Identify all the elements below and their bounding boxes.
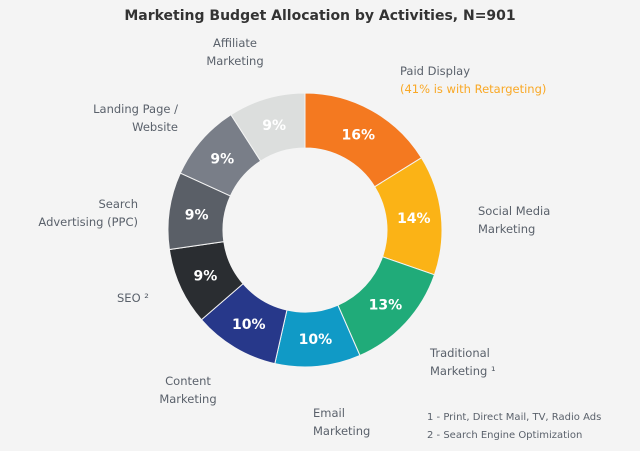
slice-value-label: 13%: [369, 297, 403, 313]
slice-value-label: 9%: [210, 151, 234, 167]
footnote-2: 2 - Search Engine Optimization: [427, 430, 583, 441]
label-email: Email Marketing: [313, 406, 371, 438]
label-search-ads: Search Advertising (PPC): [38, 197, 138, 229]
label-affiliate: Affiliate Marketing: [206, 36, 264, 68]
label-social-media: Social Media Marketing: [478, 204, 551, 236]
label-paid-display: Paid Display (41% is with Retargeting): [400, 64, 547, 96]
slice-value-label: 14%: [397, 211, 431, 227]
chart-title: Marketing Budget Allocation by Activitie…: [124, 8, 516, 24]
slice-8: [230, 92, 306, 162]
label-content: Content Marketing: [159, 374, 217, 406]
slice-value-label: 10%: [232, 317, 266, 333]
slice-value-label: 9%: [262, 118, 286, 134]
slice-value-label: 10%: [299, 332, 333, 348]
slice-value-label: 9%: [185, 207, 209, 223]
label-landing: Landing Page / Website: [93, 102, 178, 134]
slice-value-label: 16%: [341, 127, 375, 143]
label-seo: SEO ²: [117, 291, 149, 305]
footnote-1: 1 - Print, Direct Mail, TV, Radio Ads: [427, 412, 602, 423]
label-traditional: Traditional Marketing ¹: [430, 346, 496, 378]
slice-value-label: 9%: [194, 268, 218, 284]
